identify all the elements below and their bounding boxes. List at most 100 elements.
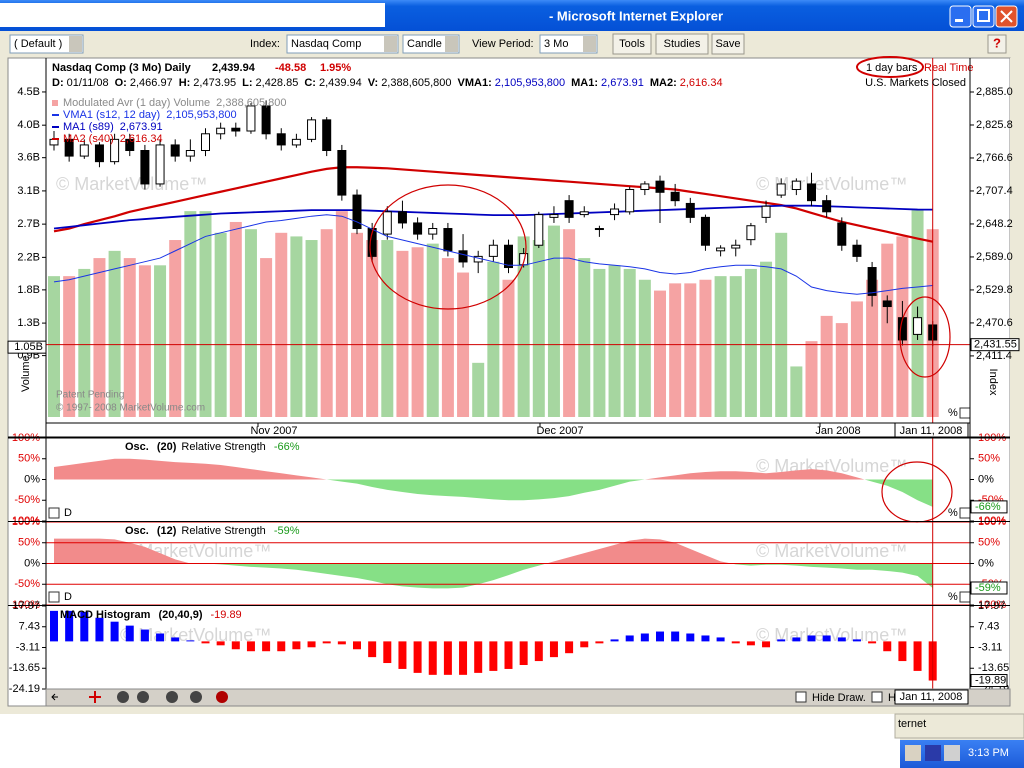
stat-label: L:: [242, 77, 252, 89]
preset-select[interactable]: [9, 34, 84, 54]
volume-bar: [169, 240, 182, 417]
y-tick-label: 2,648.2: [976, 218, 1013, 230]
panel-checkbox[interactable]: [48, 507, 60, 519]
panel-checkbox[interactable]: [48, 591, 60, 603]
volume-marker-label: 1.05B: [14, 341, 43, 353]
volume-bar: [351, 232, 363, 417]
candle-body: [867, 267, 877, 296]
window-title: - Microsoft Internet Explorer: [549, 8, 723, 23]
tray-icon[interactable]: [944, 745, 960, 761]
unit-label: %: [948, 407, 958, 419]
oscillator-area: [54, 458, 933, 480]
scroll-down[interactable]: [166, 691, 178, 703]
histogram-bar: [504, 641, 513, 669]
histogram-bar: [686, 633, 695, 642]
y-tick-label: -24.19: [9, 683, 40, 695]
bottom-toolbar: [45, 688, 1011, 707]
volume-bar: [229, 221, 242, 417]
volume-bar: [820, 315, 833, 417]
candle-body: [640, 183, 650, 191]
candle-body: [746, 225, 756, 241]
title-blank: [0, 3, 385, 27]
volume-bar: [623, 268, 636, 417]
h-checkbox[interactable]: [871, 691, 883, 703]
volume-bar: [547, 225, 560, 417]
index-select[interactable]: [286, 34, 399, 54]
y-tick-label: 2.2B: [17, 251, 40, 263]
unit-checkbox[interactable]: [959, 591, 971, 603]
histogram-bar: [459, 641, 468, 675]
volume-bar: [426, 243, 439, 417]
volume-bar: [760, 261, 773, 417]
histogram-bar: [307, 641, 316, 648]
candle-body: [655, 180, 665, 193]
volume-bar: [729, 276, 742, 417]
legend-label: Modulated Avr (1 day) Volume: [63, 97, 210, 109]
histogram-bar: [519, 641, 528, 666]
histogram-bar: [913, 641, 922, 671]
histogram-bar: [822, 635, 831, 642]
zoom-in[interactable]: [117, 691, 129, 703]
y-tick-label: 100%: [12, 599, 40, 611]
histogram-bar: [549, 641, 558, 658]
tray-icon[interactable]: [905, 745, 921, 761]
scroll-up[interactable]: [190, 691, 202, 703]
histogram-bar: [80, 611, 89, 642]
button-label: Save: [715, 38, 740, 50]
scroll-left[interactable]: [51, 693, 58, 701]
period-select[interactable]: [539, 34, 598, 54]
button-label: Studies: [664, 38, 701, 50]
desktop-area: [0, 708, 900, 768]
candle-body: [685, 202, 695, 218]
studies-button[interactable]: [655, 33, 709, 55]
y-axis-label: Volume: [20, 355, 32, 392]
crosshair-tool[interactable]: [89, 691, 101, 703]
y-tick-label: 7.43: [19, 621, 40, 633]
stat-value: 01/11/08: [67, 77, 109, 89]
unit-checkbox[interactable]: [959, 407, 971, 419]
candle-body: [776, 183, 786, 196]
hide-draw-checkbox[interactable]: [795, 691, 807, 703]
zoom-out[interactable]: [137, 691, 149, 703]
candle-body: [261, 105, 271, 135]
last-value-label: -59%: [975, 582, 1001, 594]
stat-value: 2,388,605,800: [381, 77, 451, 89]
volume-bar: [290, 236, 303, 417]
candle-body: [504, 244, 513, 269]
candle-body: [64, 138, 74, 157]
histogram-bar: [95, 617, 104, 642]
volume-bar: [63, 276, 76, 417]
close-icon: [1000, 10, 1013, 23]
candle-body: [519, 253, 529, 266]
cursor-date-box: [894, 689, 969, 705]
volume-bar: [123, 258, 136, 417]
tools-button[interactable]: [612, 33, 652, 55]
minimize-button[interactable]: [949, 5, 972, 28]
index-value: Nasdaq Comp: [291, 38, 361, 50]
watermark: © MarketVolume™: [56, 174, 207, 194]
save-button[interactable]: [711, 33, 745, 55]
annotation-circle: [899, 296, 951, 378]
cursor-date: Jan 11, 2008: [900, 691, 963, 703]
candle-body: [731, 244, 741, 249]
help-button[interactable]: [987, 34, 1007, 54]
stats-line: D: 01/11/08 O: 2,466.97 H: 2,473.95 L: 2,428.85…: [52, 77, 723, 89]
hide-draw-label: Hide Draw.: [812, 692, 866, 704]
bars-label: 1 day bars: [866, 62, 918, 74]
histogram-bar: [65, 610, 74, 642]
stat-label: MA1:: [571, 77, 598, 89]
unit-checkbox[interactable]: [959, 507, 971, 519]
histogram-bar: [383, 641, 392, 664]
candle-body: [594, 228, 604, 231]
legend-label: VMA1 (s12, 12 day): [63, 109, 160, 121]
histogram-bar: [883, 641, 892, 652]
y-tick-label: -50%: [14, 494, 40, 506]
dropdown-arrow: [69, 36, 82, 52]
stat-value: 2,439.94: [319, 77, 362, 89]
volume-bar: [487, 261, 500, 417]
volume-bar: [472, 362, 485, 417]
tray-icon[interactable]: [925, 745, 941, 761]
info-button[interactable]: [216, 691, 228, 703]
histogram-bar: [852, 639, 861, 642]
candle-body: [94, 144, 104, 163]
